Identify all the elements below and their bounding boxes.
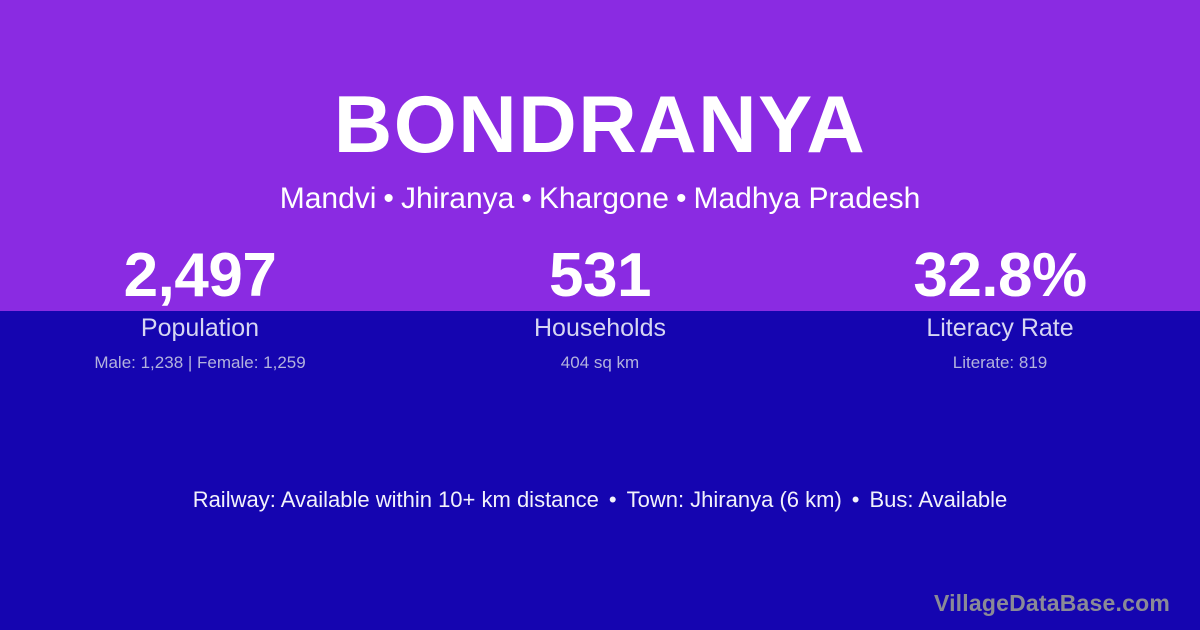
stat-value: 2,497 bbox=[123, 241, 277, 310]
facility-town: Town: Jhiranya (6 km) bbox=[626, 487, 842, 512]
facility-separator: • bbox=[608, 487, 617, 512]
breadcrumb: Mandvi • Jhiranya • Khargone • Madhya Pradesh bbox=[0, 182, 1200, 215]
breadcrumb-item-tehsil: Jhiranya bbox=[400, 182, 515, 215]
breadcrumb-item-block: Mandvi bbox=[279, 182, 377, 215]
stat-households: 531 Households 404 sq km bbox=[400, 240, 800, 375]
breadcrumb-separator: • bbox=[675, 182, 687, 215]
card-header: BONDRANYA Mandvi • Jhiranya • Khargone • Madhy… bbox=[0, 0, 1200, 232]
facility-bus: Bus: Available bbox=[869, 487, 1008, 512]
facility-railway: Railway: Available within 10+ km distanc… bbox=[192, 487, 599, 512]
stat-sublabel: Literate: 819 bbox=[952, 353, 1048, 372]
stat-value: 32.8% bbox=[913, 241, 1087, 310]
stat-population: 2,497 Population Male: 1,238 | Female: 1… bbox=[0, 240, 400, 375]
breadcrumb-separator: • bbox=[521, 182, 532, 215]
stat-label: Literacy Rate bbox=[926, 314, 1074, 342]
stat-value: 531 bbox=[549, 241, 651, 310]
facility-summary: Railway: Available within 10+ km distanc… bbox=[0, 484, 1200, 516]
purple-banner-band bbox=[0, 0, 1200, 311]
site-watermark: VillageDataBase.com bbox=[933, 590, 1170, 616]
stat-literacy-rate: 32.8% Literacy Rate Literate: 819 bbox=[800, 240, 1200, 375]
stat-label: Population bbox=[140, 314, 260, 342]
stat-sublabel: 404 sq km bbox=[560, 353, 640, 372]
stat-sublabel: Male: 1,238 | Female: 1,259 bbox=[94, 353, 306, 372]
stat-label: Households bbox=[533, 314, 667, 342]
page-title: BONDRANYA bbox=[333, 80, 867, 170]
breadcrumb-item-state: Madhya Pradesh bbox=[693, 182, 921, 215]
facility-separator: • bbox=[851, 487, 860, 512]
breadcrumb-item-district: Khargone bbox=[538, 182, 669, 215]
stats-row: 2,497 Population Male: 1,238 | Female: 1… bbox=[0, 240, 1200, 375]
breadcrumb-separator: • bbox=[383, 182, 394, 215]
